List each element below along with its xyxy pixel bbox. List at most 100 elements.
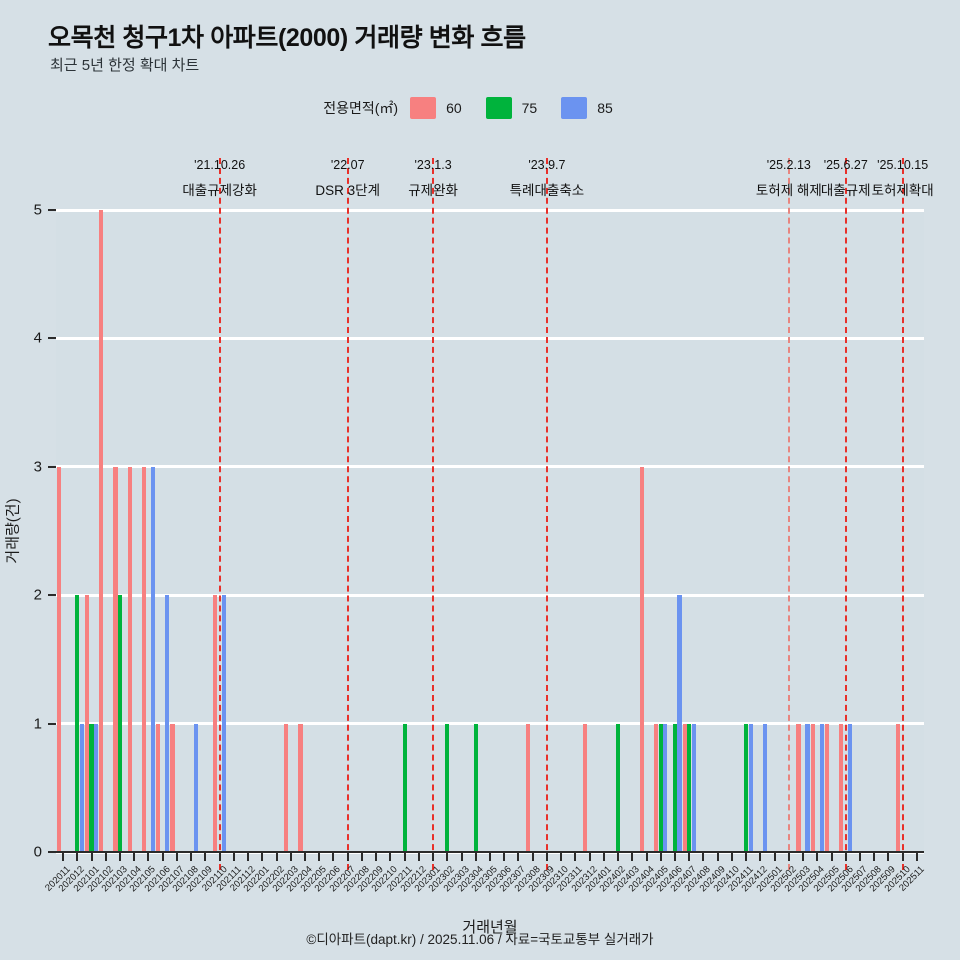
bar-202105-60[interactable] [141, 466, 147, 852]
bar-202101-85[interactable] [93, 723, 99, 852]
x-axis-title: 거래년월 [462, 919, 518, 936]
bar-202103-75[interactable] [117, 595, 123, 852]
x-tick-mark-202209 [375, 852, 378, 861]
event-date-202309: '23.9.7 [528, 158, 566, 172]
legend-item-75[interactable]: 75 [485, 97, 556, 119]
bar-202204-60[interactable] [298, 723, 303, 852]
bar-202106-60[interactable] [156, 723, 161, 852]
bar-202506-85[interactable] [848, 723, 853, 852]
x-tick-mark-202212 [417, 852, 420, 861]
x-tick-mark-202105 [147, 852, 150, 861]
x-tick-mark-202502 [787, 852, 790, 861]
bar-202108-85[interactable] [193, 723, 198, 852]
event-line-202309 [545, 158, 548, 870]
event-name-202502: 토허제 해제 [755, 183, 822, 198]
x-tick-mark-202508 [873, 852, 876, 861]
y-tick-mark-0 [48, 851, 56, 853]
bar-202102-60[interactable] [99, 210, 104, 852]
event-name-202510: 토허제확대 [871, 183, 934, 198]
legend-label-75: 75 [521, 100, 538, 116]
bar-202411-85[interactable] [748, 723, 753, 852]
y-tick-label-1: 1 [33, 715, 42, 733]
bar-202506-60[interactable] [839, 723, 844, 852]
bar-202504-60[interactable] [810, 723, 815, 852]
x-tick-mark-202108 [190, 852, 193, 861]
x-tick-mark-202210 [389, 852, 392, 861]
bar-202110-60[interactable] [213, 595, 218, 852]
plot-area: '21.10.26 대출규제강화 '22.07 DSR 3단계 '23.1.3 규제완화 '… [5, 158, 934, 936]
y-tick-mark-2 [48, 594, 56, 597]
bar-202105-85[interactable] [150, 466, 156, 852]
event-line-202506 [844, 158, 847, 870]
x-tick-mark-202311 [574, 852, 577, 861]
bar-202503-85[interactable] [805, 723, 810, 852]
bar-202011-60[interactable] [56, 466, 61, 852]
x-tick-mark-202211 [403, 852, 406, 861]
bar-202406-85[interactable] [677, 595, 682, 852]
event-name-202301: 규제완화 [408, 183, 458, 198]
legend-title: 전용면적(㎡) [323, 100, 399, 116]
y-tick-mark-5 [48, 209, 56, 211]
x-tick-mark-202411 [745, 852, 748, 861]
bar-202012-85[interactable] [79, 723, 84, 852]
x-tick-mark-202203 [289, 852, 292, 861]
bar-202103-60[interactable] [113, 466, 118, 852]
x-tick-mark-202303 [460, 852, 463, 861]
x-tick-mark-202111 [232, 852, 235, 861]
event-name-202207: DSR 3단계 [315, 183, 381, 198]
bar-202107-60[interactable] [170, 723, 175, 852]
x-tick-mark-202106 [161, 852, 164, 861]
bar-202411-75[interactable] [744, 723, 749, 852]
bar-202505-60[interactable] [824, 723, 830, 852]
x-tick-mark-202107 [175, 852, 178, 861]
legend-item-85[interactable]: 85 [561, 97, 631, 119]
event-line-202510 [901, 158, 904, 870]
bar-202012-75[interactable] [75, 595, 80, 852]
event-date-202506: '25.6.27 [823, 158, 868, 172]
bar-202503-60[interactable] [796, 723, 801, 852]
bar-202104-60[interactable] [127, 466, 132, 852]
bar-202312-60[interactable] [583, 723, 588, 852]
bar-202405-60[interactable] [654, 723, 659, 852]
bar-202407-75[interactable] [687, 723, 692, 852]
bar-202308-60[interactable] [526, 723, 531, 852]
bar-202407-60[interactable] [682, 723, 687, 852]
x-tick-mark-202409 [716, 852, 719, 861]
bar-202211-75[interactable] [402, 723, 407, 852]
event-date-202502: '25.2.13 [766, 158, 811, 172]
bar-202412-85[interactable] [762, 723, 767, 852]
bar-202101-75[interactable] [89, 723, 94, 852]
x-tick-mark-202302 [446, 852, 449, 861]
bar-202510-60[interactable] [896, 723, 901, 852]
bar-202101-60[interactable] [84, 595, 90, 852]
bar-202405-75[interactable] [658, 723, 663, 852]
bar-202302-75[interactable] [445, 723, 450, 852]
x-tick-mark-202402 [617, 852, 620, 861]
bar-202304-75[interactable] [473, 723, 478, 852]
x-tick-mark-202406 [673, 852, 676, 861]
bar-202504-85[interactable] [819, 723, 824, 852]
event-line-202301 [432, 158, 435, 870]
x-tick-mark-202403 [631, 852, 634, 861]
bar-202402-75[interactable] [615, 723, 621, 852]
x-tick-mark-202312 [588, 852, 591, 861]
bar-202106-85[interactable] [165, 595, 170, 852]
x-tick-mark-202306 [503, 852, 506, 861]
event-line-202502 [787, 158, 790, 870]
footer-credit: ©디아파트(dapt.kr) / 2025.11.06 / 자료=국토교통부 실… [306, 932, 654, 947]
bar-202407-85[interactable] [691, 723, 696, 852]
bar-202406-75[interactable] [672, 723, 678, 852]
x-tick-mark-202012 [76, 852, 79, 861]
bar-202405-85[interactable] [663, 723, 668, 852]
x-tick-mark-202104 [133, 852, 136, 861]
event-name-202506: 대출규제 [820, 183, 871, 198]
y-axis-title: 거래량(건) [4, 498, 22, 564]
bar-202110-85[interactable] [222, 595, 227, 852]
gridline-2 [56, 593, 924, 597]
legend-item-60[interactable]: 60 [410, 97, 480, 119]
bar-202404-60[interactable] [639, 466, 645, 852]
x-tick-mark-202304 [474, 852, 477, 861]
x-tick-mark-202504 [816, 852, 819, 861]
bar-202203-60[interactable] [284, 723, 289, 852]
gridline-4 [56, 336, 924, 340]
